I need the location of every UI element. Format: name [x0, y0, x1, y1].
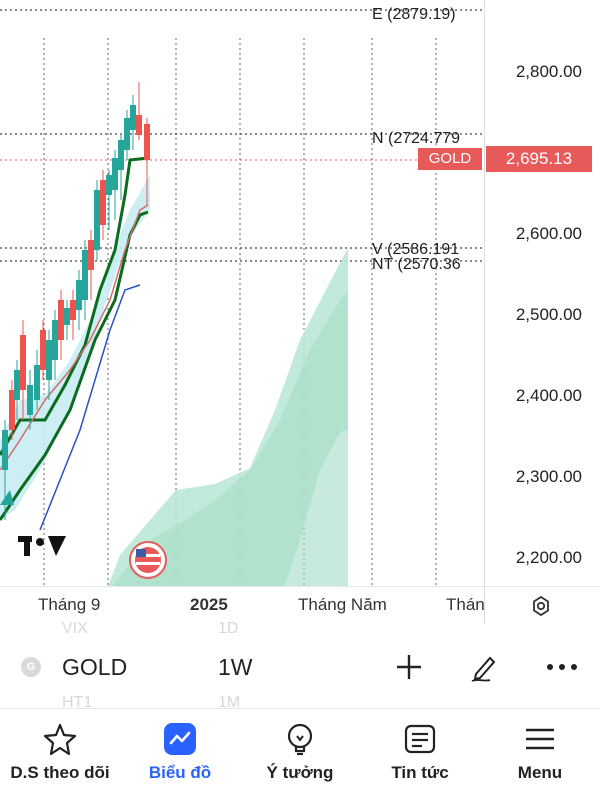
nav-label: Tin tức [391, 763, 449, 782]
add-icon[interactable] [394, 652, 424, 682]
candle-body [52, 320, 58, 360]
level-lines [0, 9, 484, 262]
interval-selector[interactable]: 1W [218, 654, 253, 680]
nav-item-watchlist[interactable]: D.S theo dõi [0, 709, 120, 801]
candle-body [76, 280, 82, 310]
price-axis-separator [484, 0, 485, 624]
candle-body [70, 300, 76, 320]
candle-body [88, 240, 94, 270]
candle-body [34, 365, 40, 400]
star-icon [43, 723, 77, 756]
price-tick: 2,800.00 [515, 62, 582, 81]
nav-item-chart[interactable]: Biểu đồ [120, 709, 240, 801]
symbol-logo-icon: G [21, 657, 41, 677]
candlesticks [2, 82, 150, 520]
candle-body [100, 180, 106, 225]
candle-body [20, 335, 26, 390]
candle-body [124, 118, 130, 150]
candle-body [40, 330, 46, 370]
price-chart[interactable] [0, 0, 600, 586]
level-label-nt: NT (2570.36 [372, 256, 461, 273]
time-tick: Tháng 9 [38, 595, 101, 614]
nav-label: Biểu đồ [148, 763, 212, 782]
candle-body [82, 250, 88, 300]
nav-label: D.S theo dõi [10, 763, 110, 782]
ghost-interval: 1M [218, 694, 241, 711]
candle-body [46, 340, 52, 380]
candle-body [58, 300, 64, 340]
price-tick: 2,300.00 [515, 467, 582, 486]
candle-body [27, 385, 33, 415]
candle-body [106, 175, 112, 195]
chart-icon [164, 723, 196, 755]
time-tick: Tháng Năm [298, 595, 387, 614]
ichimoku-cloud-inner [112, 292, 348, 586]
nav-label: Menu [517, 763, 563, 782]
candle-body [94, 190, 100, 250]
price-tick: 2,600.00 [515, 224, 582, 243]
red-indicator-line [0, 204, 149, 471]
news-icon [404, 724, 436, 754]
candle-body [2, 430, 8, 470]
price-tick: 2,500.00 [515, 305, 582, 324]
bottom-navigation: D.S theo dõi Biểu đồ Ý tưởng Tin tức [0, 708, 600, 801]
us-flag-icon[interactable] [129, 541, 167, 579]
candle-body [64, 308, 70, 325]
level-label-n: N (2724.779 [372, 130, 461, 147]
current-price-badge: 2,695.13 [486, 146, 592, 172]
time-axis[interactable]: Tháng 9 2025 Tháng Năm Thán [0, 586, 600, 625]
ghost-interval: 1D [218, 620, 239, 637]
time-tick: 2025 [190, 595, 228, 614]
ghost-symbol: HT1 [62, 694, 93, 711]
symbol-toolbar: VIX 1D HT1 1M [0, 620, 600, 711]
price-tick: 2,400.00 [515, 386, 582, 405]
menu-icon [526, 728, 554, 750]
candle-body [144, 124, 150, 160]
settings-icon[interactable] [530, 595, 552, 617]
price-tick: 2,200.00 [515, 548, 582, 567]
candle-body [14, 370, 20, 400]
drawing-pen-icon[interactable] [468, 652, 500, 684]
tradingview-logo [18, 536, 66, 556]
indicator-band [0, 175, 150, 520]
level-label-e: E (2879.19) [372, 6, 456, 23]
candle-body [112, 158, 118, 190]
candle-body [130, 105, 136, 130]
lower-band-line [0, 210, 149, 521]
nav-item-menu[interactable]: Menu [480, 709, 600, 801]
symbol-name[interactable]: GOLD [62, 654, 128, 680]
blue-indicator-line [39, 284, 141, 531]
lightbulb-icon [287, 723, 313, 756]
candle-body [118, 140, 124, 170]
ghost-symbol: VIX [62, 620, 88, 637]
candle-body [136, 115, 142, 135]
nav-item-ideas[interactable]: Ý tưởng [240, 709, 360, 801]
signal-marker [0, 490, 14, 505]
nav-item-news[interactable]: Tin tức [360, 709, 480, 801]
time-tick: Thán [446, 595, 484, 614]
more-icon[interactable] [546, 658, 578, 676]
nav-label: Ý tưởng [266, 763, 334, 782]
level-label-v: V (2586.191 [372, 241, 460, 258]
candle-body [9, 390, 15, 430]
symbol-price-tag: GOLD [418, 148, 482, 170]
